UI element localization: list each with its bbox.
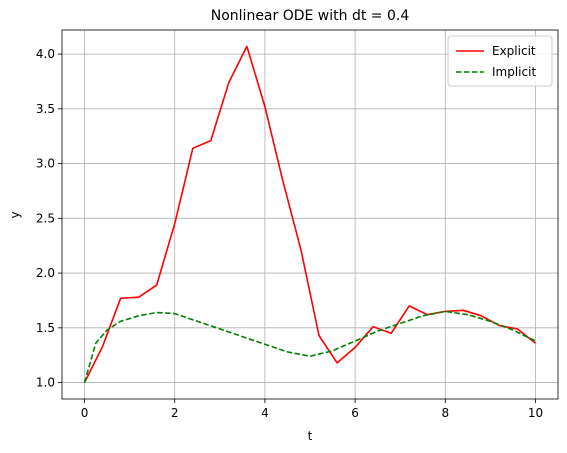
legend-label-explicit: Explicit — [492, 44, 536, 58]
series-line-explicit — [83, 45, 536, 383]
plot-frame — [61, 29, 559, 400]
legend: Explicit Implicit — [447, 35, 553, 87]
x-tick-label: 2 — [171, 406, 179, 420]
y-axis-label: y — [8, 211, 22, 218]
x-axis-label: t — [308, 429, 313, 443]
legend-label-implicit: Implicit — [492, 65, 536, 79]
x-tick-label: 6 — [351, 406, 359, 420]
series-layer — [83, 45, 536, 383]
chart-title: Nonlinear ODE with dt = 0.4 — [211, 8, 410, 24]
x-tick-label: 0 — [81, 406, 89, 420]
legend-box — [447, 35, 553, 87]
x-tick-label: 10 — [528, 406, 543, 420]
ticks-layer: 0 2 4 6 8 10 1.0 1.5 2.0 2.5 3.0 3.5 4.0 — [36, 47, 543, 420]
y-tick-label: 2.0 — [36, 266, 55, 280]
y-tick-label: 4.0 — [36, 47, 55, 61]
y-tick-label: 1.0 — [36, 376, 55, 390]
x-tick-label: 8 — [441, 406, 449, 420]
y-tick-label: 1.5 — [36, 321, 55, 335]
y-tick-label: 3.0 — [36, 157, 55, 171]
x-tick-label: 4 — [261, 406, 269, 420]
y-tick-label: 2.5 — [36, 211, 55, 225]
y-tick-label: 3.5 — [36, 102, 55, 116]
series-line-implicit — [83, 310, 536, 383]
